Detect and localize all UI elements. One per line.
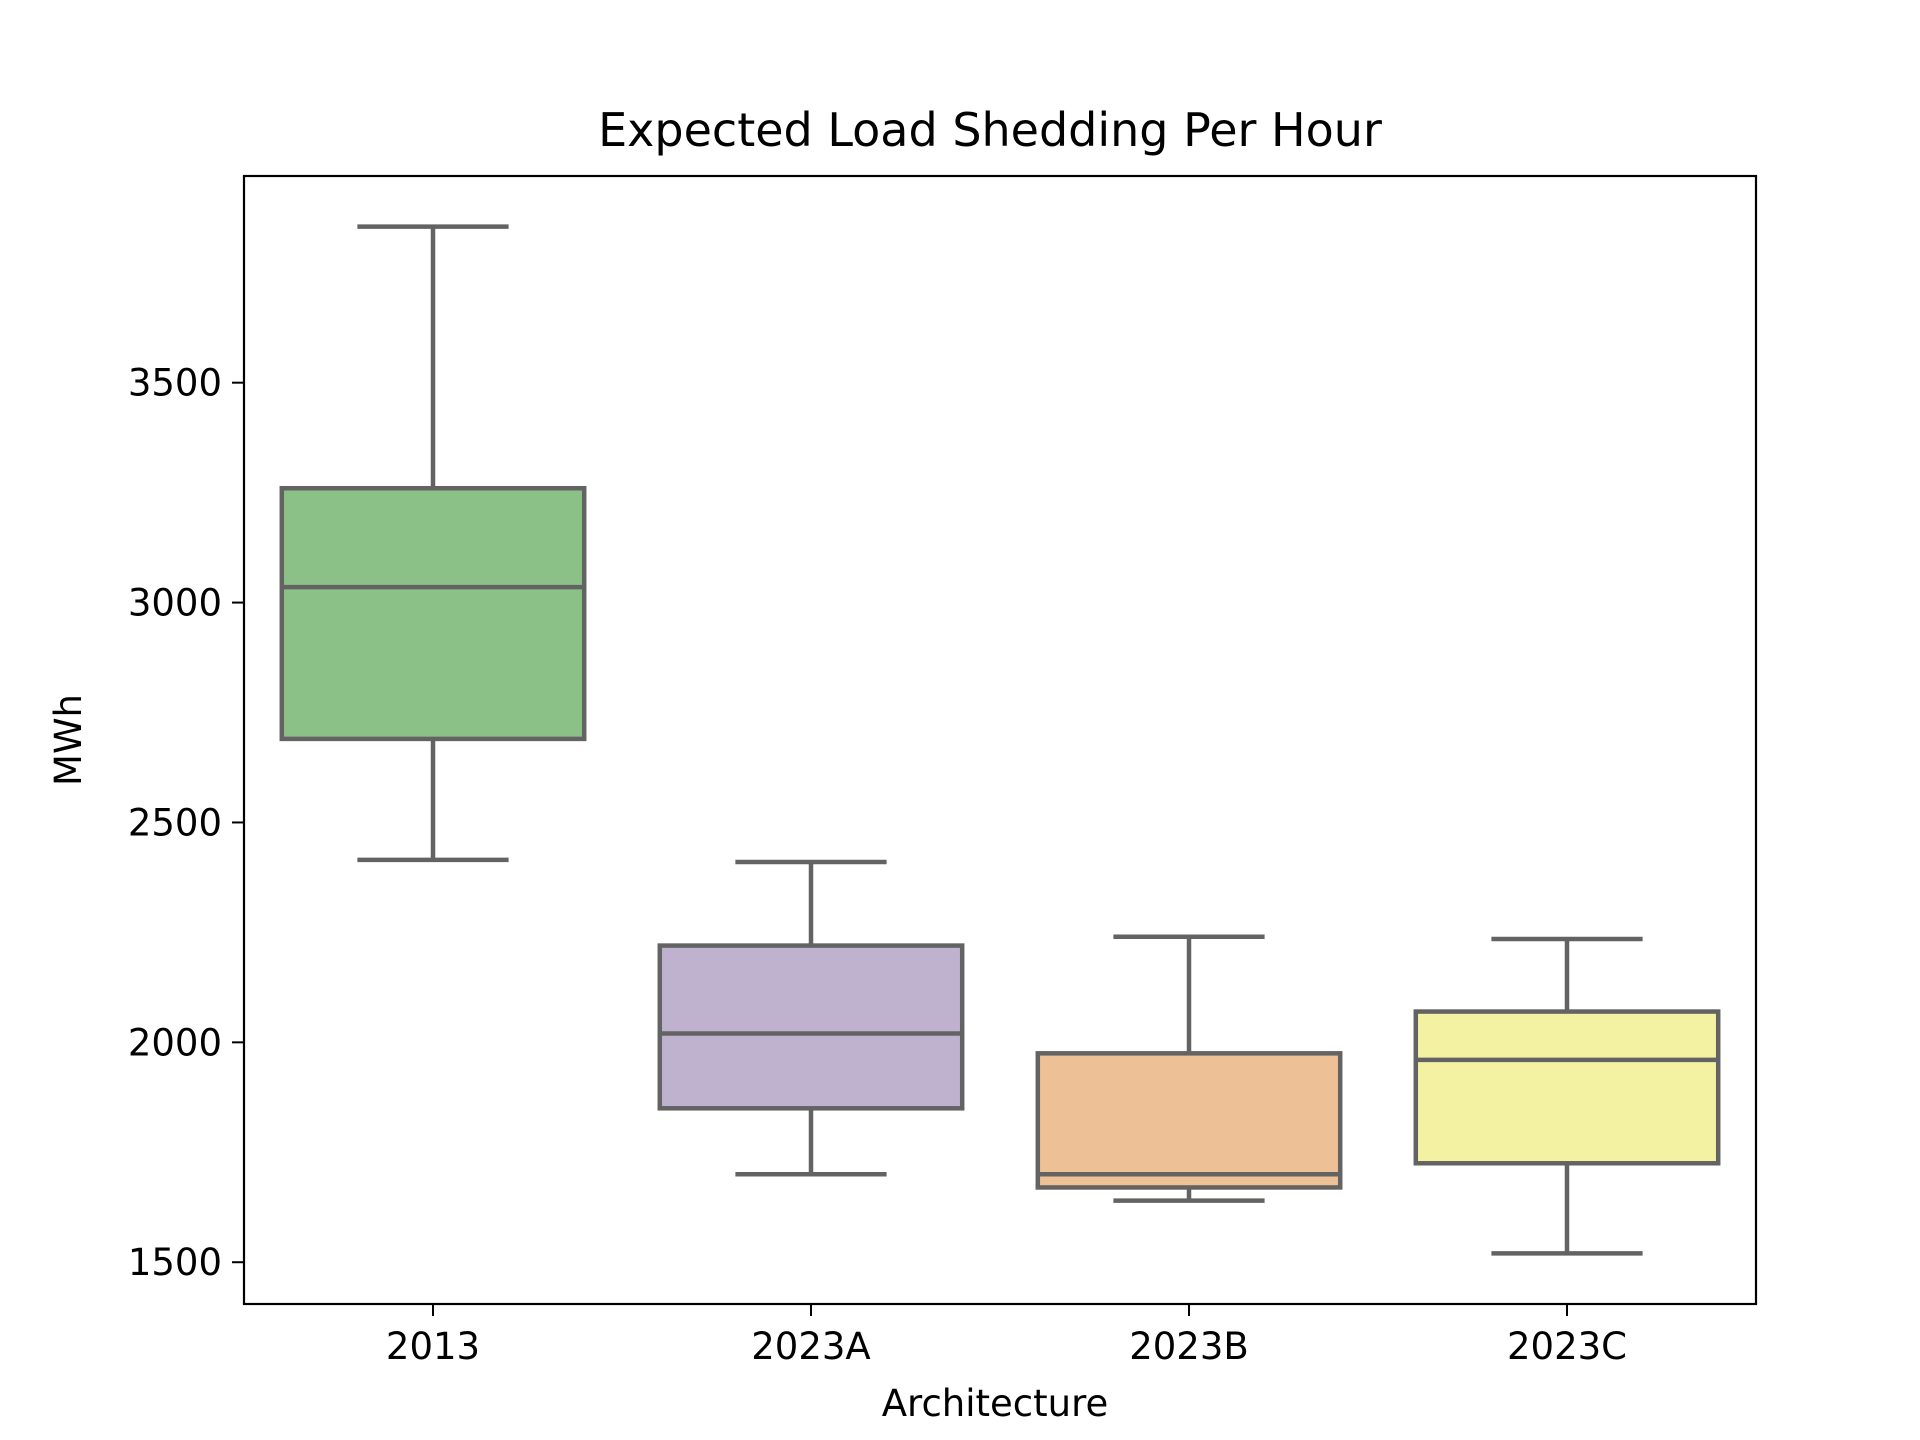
x-tick-label: 2023A xyxy=(751,1325,870,1368)
iqr-box xyxy=(1413,1009,1721,1166)
box-2013: 2013 xyxy=(279,224,587,1368)
y-tick-label: 1500 xyxy=(128,1241,222,1284)
x-tick-label: 2023C xyxy=(1507,1325,1627,1368)
x-axis-label: Architecture xyxy=(882,1382,1109,1425)
iqr-box xyxy=(657,943,965,1111)
box-2023C: 2023C xyxy=(1413,936,1721,1368)
y-tick-label: 2500 xyxy=(128,801,222,844)
box-2023B: 2023B xyxy=(1035,934,1343,1368)
chart-title: Expected Load Shedding Per Hour xyxy=(598,103,1382,157)
y-axis-label: MWh xyxy=(47,694,90,786)
plot-area: 1500 2000 2500 3000 3500 2013 2023A 2023B 2023C xyxy=(128,174,1758,1368)
plot-frame xyxy=(242,174,1758,1306)
y-tick-label: 2000 xyxy=(128,1021,222,1064)
y-tick-label: 3500 xyxy=(128,362,222,405)
x-tick-label: 2013 xyxy=(386,1325,480,1368)
iqr-box xyxy=(279,485,587,742)
iqr-box xyxy=(1035,1051,1343,1190)
box-2023A: 2023A xyxy=(657,859,965,1368)
y-tick-label: 3000 xyxy=(128,582,222,625)
x-tick-label: 2023B xyxy=(1129,1325,1249,1368)
